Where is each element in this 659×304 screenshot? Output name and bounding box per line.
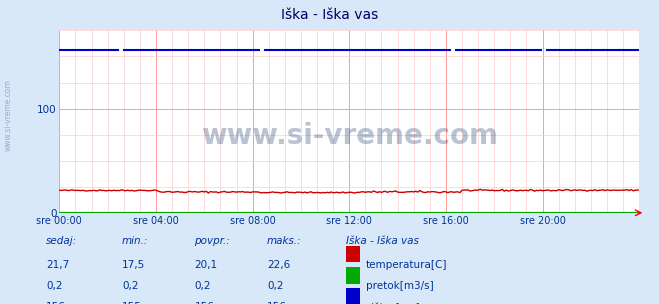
Text: www.si-vreme.com: www.si-vreme.com [201,122,498,150]
Text: 21,7: 21,7 [46,260,69,270]
Text: višina[cm]: višina[cm] [366,302,420,304]
Text: www.si-vreme.com: www.si-vreme.com [3,80,13,151]
Text: maks.:: maks.: [267,236,302,246]
Text: Iška - Iška vas: Iška - Iška vas [281,8,378,22]
Text: 0,2: 0,2 [267,281,283,291]
Text: 0,2: 0,2 [46,281,63,291]
Text: temperatura[C]: temperatura[C] [366,260,447,270]
Text: sedaj:: sedaj: [46,236,77,246]
Text: 155: 155 [122,302,142,304]
Text: Iška - Iška vas: Iška - Iška vas [346,236,419,246]
Text: 0,2: 0,2 [122,281,138,291]
Text: 20,1: 20,1 [194,260,217,270]
Text: 156: 156 [194,302,214,304]
Text: pretok[m3/s]: pretok[m3/s] [366,281,434,291]
Text: 22,6: 22,6 [267,260,290,270]
Text: 156: 156 [46,302,66,304]
Text: povpr.:: povpr.: [194,236,230,246]
Text: 0,2: 0,2 [194,281,211,291]
Text: 156: 156 [267,302,287,304]
Text: 17,5: 17,5 [122,260,145,270]
Text: min.:: min.: [122,236,148,246]
